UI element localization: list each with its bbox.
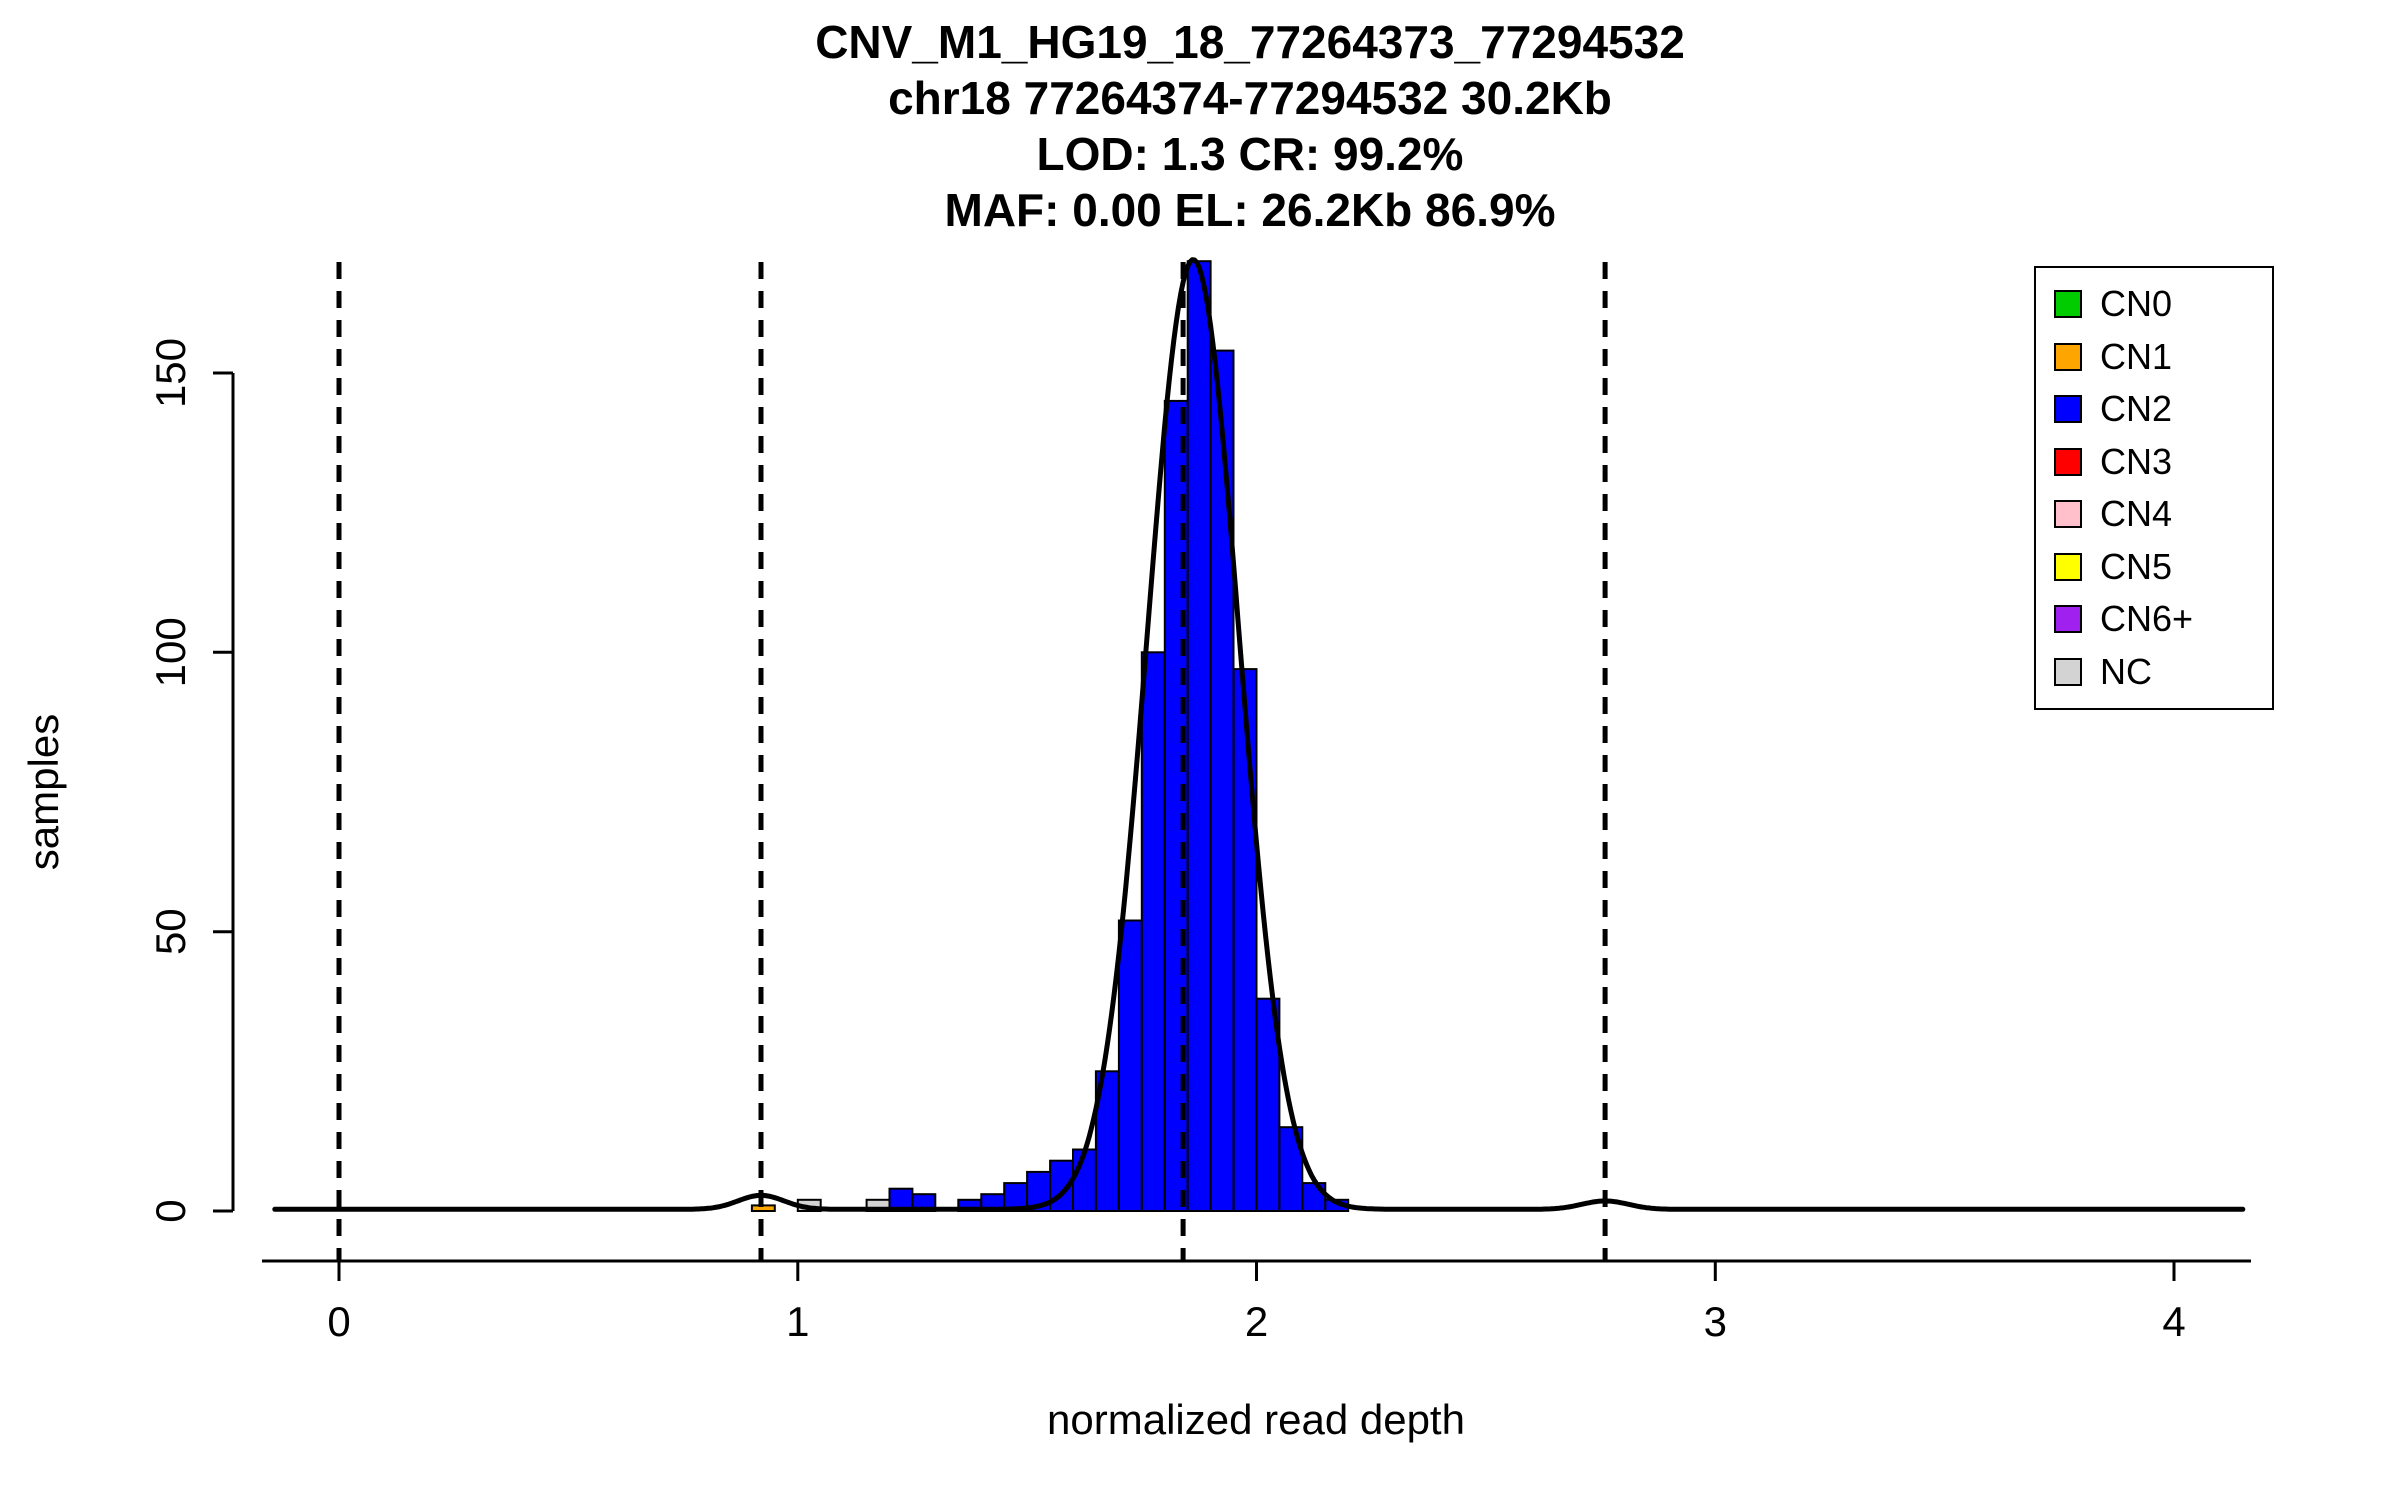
legend-swatch-icon	[2054, 605, 2082, 634]
axes-group: 0 1 2 3 4 0 50 100 150	[147, 338, 2251, 1345]
histogram-bar	[1232, 668, 1258, 1212]
histogram-bar	[1140, 651, 1166, 1212]
plot-title-line-2: chr18 77264374-77294532 30.2Kb	[888, 72, 1612, 124]
x-tick-label: 2	[1245, 1298, 1268, 1345]
plot-title-block: CNV_M1_HG19_18_77264373_77294532 chr18 7…	[150, 14, 2350, 238]
legend-label: CN3	[2100, 440, 2173, 482]
density-curve-group	[272, 257, 2246, 1212]
legend-label: CN5	[2100, 545, 2173, 587]
legend-label: CN6+	[2100, 598, 2194, 640]
legend-item-cn5: CN5	[2054, 545, 2262, 587]
plot-title-line-4: MAF: 0.00 EL: 26.2Kb 86.9%	[944, 184, 1556, 236]
cluster-mean-dashed-lines	[336, 262, 1608, 1261]
legend-swatch-icon	[2054, 342, 2082, 371]
legend-swatch-icon	[2054, 552, 2082, 581]
legend-swatch-icon	[2054, 500, 2082, 529]
plot-title-line-1: CNV_M1_HG19_18_77264373_77294532	[815, 16, 1685, 68]
y-tick-label: 0	[147, 1199, 194, 1222]
legend-item-nc: NC	[2054, 650, 2262, 692]
legend-label: CN2	[2100, 388, 2173, 430]
legend-label: CN1	[2100, 335, 2173, 377]
x-tick-label: 1	[786, 1298, 809, 1345]
plot-title-line-3: LOD: 1.3 CR: 99.2%	[1036, 128, 1464, 180]
legend-swatch-icon	[2054, 395, 2082, 424]
histogram-bar	[1117, 919, 1143, 1212]
y-tick-label: 150	[147, 338, 194, 408]
histogram-bar	[1209, 349, 1235, 1213]
density-curve	[272, 257, 2246, 1212]
histogram-bar	[1278, 1126, 1304, 1212]
x-tick-label: 4	[2162, 1298, 2185, 1345]
x-axis-title: normalized read depth	[1047, 1396, 1465, 1443]
y-tick-label: 50	[147, 908, 194, 955]
legend-item-cn6plus: CN6+	[2054, 601, 2262, 637]
legend-label: NC	[2100, 650, 2152, 692]
x-tick-label: 0	[327, 1298, 350, 1345]
histogram-bar	[1186, 260, 1212, 1212]
legend-swatch-icon	[2054, 290, 2082, 319]
legend-item-cn3: CN3	[2054, 440, 2262, 482]
y-axis-title: samples	[20, 714, 67, 870]
histogram-bar	[1255, 997, 1281, 1213]
legend: CN0 CN1 CN2 CN3 CN4 CN5 CN6+ NC	[2034, 266, 2274, 710]
legend-swatch-icon	[2054, 447, 2082, 476]
legend-item-cn4: CN4	[2054, 496, 2262, 532]
x-tick-label: 3	[1704, 1298, 1727, 1345]
legend-label: CN0	[2100, 283, 2173, 325]
legend-swatch-icon	[2054, 657, 2082, 686]
legend-item-cn2: CN2	[2054, 391, 2262, 427]
y-tick-label: 100	[147, 617, 194, 687]
histogram-bars	[750, 260, 1350, 1213]
legend-item-cn0: CN0	[2054, 286, 2262, 322]
legend-item-cn1: CN1	[2054, 335, 2262, 377]
legend-label: CN4	[2100, 493, 2173, 535]
